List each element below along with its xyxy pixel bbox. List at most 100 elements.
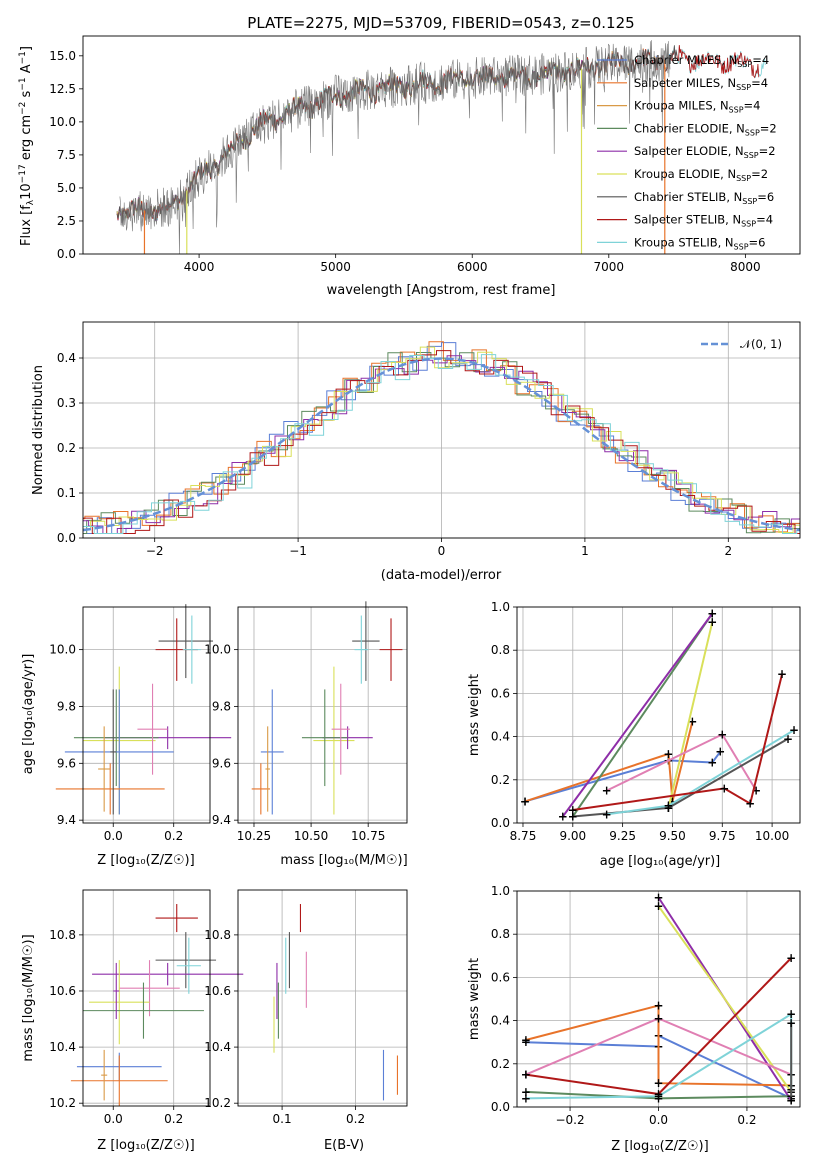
- y-tick-label: 0.2: [491, 1057, 510, 1071]
- legend-entry: Chabrier STELIB, NSSP=6: [634, 190, 774, 206]
- z-mass-panel: 0.0 0.2 10.2 10.4 10.6 10.8: [49, 889, 244, 1126]
- weight-marker: +: [751, 784, 761, 798]
- weight-line: [525, 957, 792, 1096]
- weight-marker: +: [653, 1011, 663, 1025]
- legend-entry: Chabrier ELODIE, NSSP=2: [634, 121, 777, 137]
- legend-entry: Kroupa ELODIE, NSSP=2: [634, 167, 768, 183]
- axes-frame: [237, 606, 408, 824]
- weight-marker: +: [653, 1087, 663, 1101]
- weight-marker: +: [707, 756, 717, 770]
- weight-marker: +: [602, 784, 612, 798]
- x-tick-label: −1: [289, 544, 307, 558]
- x-tick-label: 2: [724, 544, 732, 558]
- x-tick-label: 0.2: [164, 1112, 183, 1126]
- y-tick-label: 0.2: [57, 441, 76, 455]
- x-axis-label: Z [log₁₀(Z/Z☉)]: [611, 1139, 708, 1154]
- y-tick-label: 0.2: [491, 773, 510, 787]
- x-tick-label: 10.75: [351, 829, 385, 843]
- x-tick-label: 0.0: [104, 1112, 123, 1126]
- y-tick-label: 10.2: [204, 1096, 231, 1110]
- weight-marker: +: [520, 794, 530, 808]
- weight-marker: +: [653, 890, 663, 904]
- weight-marker: +: [717, 727, 727, 741]
- weight-marker: +: [521, 1085, 531, 1099]
- weight-marker: +: [687, 714, 697, 728]
- weight-marker: +: [520, 794, 530, 808]
- weight-marker: +: [707, 615, 717, 629]
- y-tick-label: 9.4: [212, 813, 231, 827]
- weight-marker: +: [707, 606, 717, 620]
- y-tick-label: 10.8: [204, 928, 231, 942]
- weight-line: [606, 729, 795, 816]
- y-axis-label: Normed distribution: [31, 365, 46, 495]
- x-tick-label: 4000: [184, 260, 215, 274]
- x-tick-label: 7000: [594, 260, 625, 274]
- weight-line: [525, 1004, 792, 1087]
- weight-marker: +: [568, 803, 578, 817]
- weight-line: [571, 612, 714, 818]
- y-tick-label: 10.2: [49, 1096, 76, 1110]
- x-axis-label: mass [log₁₀(M/M☉)]: [280, 853, 407, 868]
- x-tick-label: 0.2: [346, 1112, 365, 1126]
- y-tick-label: 0.4: [57, 351, 76, 365]
- x-tick-label: 0: [438, 544, 446, 558]
- ebv-mass-panel: 0.1 0.2 10.2 10.4 10.6 10.8: [204, 889, 408, 1126]
- weight-marker: +: [667, 794, 677, 808]
- axes-frame: [82, 889, 211, 1107]
- y-tick-label: 0.8: [491, 927, 510, 941]
- y-tick-label: 10.0: [204, 643, 231, 657]
- gaussian-curve: [82, 357, 801, 532]
- x-tick-label: 8000: [730, 260, 761, 274]
- spectrum-data-line: [119, 40, 671, 255]
- y-tick-label: 10.8: [49, 928, 76, 942]
- y-tick-label: 0.1: [57, 486, 76, 500]
- weight-line: [525, 1090, 792, 1100]
- y-tick-label: 0.8: [491, 643, 510, 657]
- weight-marker: +: [663, 747, 673, 761]
- weight-marker: +: [786, 1094, 796, 1108]
- weight-line: [657, 905, 793, 1093]
- x-tick-label: 1: [581, 544, 589, 558]
- weight-marker: +: [653, 998, 663, 1012]
- axes-frame: [237, 889, 408, 1107]
- y-tick-label: 0.0: [57, 531, 76, 545]
- weight-marker: +: [715, 745, 725, 759]
- weight-line: [572, 673, 784, 811]
- weight-marker: +: [786, 951, 796, 965]
- histogram-step: [83, 346, 800, 533]
- y-axis-label: Flux [fλ10−17 erg cm−2 s−1 A−1]: [18, 46, 36, 246]
- legend-entry: Salpeter MILES, NSSP=4: [634, 76, 768, 92]
- x-tick-label: 0.0: [649, 1113, 668, 1127]
- x-tick-label: 9.50: [659, 829, 686, 843]
- x-tick-label: 10.25: [237, 829, 271, 843]
- y-tick-label: 10.0: [49, 643, 76, 657]
- x-axis-label: Z [log₁₀(Z/Z☉)]: [97, 853, 194, 868]
- y-tick-label: 0.6: [491, 686, 510, 700]
- x-tick-label: 9.75: [709, 829, 736, 843]
- x-axis-label: age [log₁₀(age/yr)]: [600, 854, 721, 869]
- x-tick-label: 5000: [320, 260, 351, 274]
- x-axis-label: wavelength [Angstrom, rest frame]: [327, 283, 556, 298]
- weight-line: [525, 1017, 792, 1076]
- y-tick-label: 0.6: [491, 970, 510, 984]
- weight-marker: +: [653, 899, 663, 913]
- y-tick-label: 2.5: [57, 214, 76, 228]
- y-tick-label: 10.4: [204, 1040, 231, 1054]
- x-tick-label: 9.25: [609, 829, 636, 843]
- axes-frame: [516, 606, 801, 824]
- weight-marker: +: [558, 810, 568, 824]
- x-axis-label: (data-model)/error: [381, 568, 502, 583]
- weight-marker: +: [783, 732, 793, 746]
- y-tick-label: 15.0: [49, 49, 76, 63]
- y-axis-label: mass weight: [467, 674, 482, 756]
- x-tick-label: 6000: [457, 260, 488, 274]
- x-tick-label: 0.2: [164, 829, 183, 843]
- axes-frame: [82, 35, 801, 255]
- z-age-panel: 0.0 0.2 9.4 9.6 9.8 10.0: [49, 604, 232, 843]
- y-tick-label: 12.5: [49, 82, 76, 96]
- z-weight-panel: + ++++++ ++++++ + +++++ ++++++++−0.2 0.0 0.20.0…: [491, 884, 801, 1127]
- x-tick-label: 0.2: [737, 1113, 756, 1127]
- y-tick-label: 0.4: [491, 1014, 510, 1028]
- weight-marker: +: [663, 801, 673, 815]
